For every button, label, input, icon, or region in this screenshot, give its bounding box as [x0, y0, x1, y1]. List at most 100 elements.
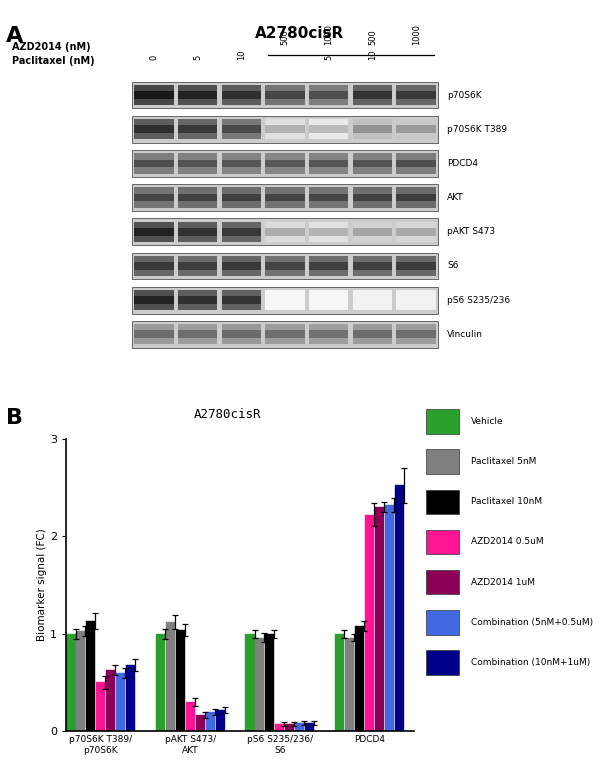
Text: 0: 0 [149, 54, 158, 59]
Bar [426, 570, 459, 594]
Text: p70S6K T389: p70S6K T389 [447, 125, 507, 134]
Bar [178, 255, 217, 276]
Bar [132, 184, 438, 211]
Text: PDCD4: PDCD4 [447, 159, 478, 168]
Bar [353, 194, 392, 201]
Bar [132, 252, 438, 280]
Text: 1000: 1000 [324, 24, 333, 45]
Text: AZD2014 (nM): AZD2014 (nM) [12, 42, 91, 52]
Bar [309, 91, 349, 99]
Bar [309, 119, 349, 139]
Bar [178, 119, 217, 139]
Bar [134, 91, 173, 99]
Bar [397, 228, 436, 236]
Bar [353, 324, 392, 344]
Bar [309, 324, 349, 344]
Bar [178, 160, 217, 167]
Bar [309, 154, 349, 173]
Text: Vinculin: Vinculin [447, 330, 483, 339]
Text: Combination (10nM+1uM): Combination (10nM+1uM) [471, 658, 590, 667]
Bar [265, 125, 305, 133]
Bar [397, 255, 436, 276]
Bar [309, 125, 349, 133]
Bar [221, 324, 261, 344]
Bar [221, 296, 261, 304]
Bar [221, 85, 261, 105]
Bar [132, 150, 438, 177]
Bar [265, 324, 305, 344]
Bar [178, 188, 217, 207]
Bar [353, 91, 392, 99]
Bar [353, 228, 392, 236]
Bar [178, 85, 217, 105]
Bar [178, 296, 217, 304]
Bar [353, 160, 392, 167]
Bar [353, 331, 392, 338]
Text: 5: 5 [193, 54, 202, 59]
Bar [309, 188, 349, 207]
Text: 5: 5 [324, 54, 333, 59]
Bar [221, 194, 261, 201]
Bar [265, 222, 305, 242]
Bar [134, 85, 173, 105]
Bar [353, 255, 392, 276]
Text: AKT: AKT [447, 193, 464, 202]
Text: pS6 S235/236: pS6 S235/236 [447, 296, 510, 305]
Bar [397, 194, 436, 201]
Bar [353, 119, 392, 139]
Bar [265, 290, 305, 310]
Bar [134, 194, 173, 201]
Bar [134, 296, 173, 304]
Text: pAKT S473: pAKT S473 [447, 227, 495, 236]
Bar [353, 85, 392, 105]
Bar [132, 218, 438, 245]
Bar [221, 255, 261, 276]
Bar [353, 222, 392, 242]
Bar [426, 530, 459, 554]
Bar [221, 331, 261, 338]
Bar [397, 154, 436, 173]
Bar [309, 290, 349, 310]
Bar [309, 255, 349, 276]
Bar [397, 324, 436, 344]
Bar [178, 324, 217, 344]
Text: Paclitaxel (nM): Paclitaxel (nM) [12, 56, 95, 66]
Bar [134, 119, 173, 139]
Bar [397, 125, 436, 133]
Bar [221, 228, 261, 236]
Bar [221, 91, 261, 99]
Bar [178, 228, 217, 236]
Bar [221, 119, 261, 139]
Bar [265, 262, 305, 270]
Bar [134, 188, 173, 207]
Bar [265, 119, 305, 139]
Bar [426, 449, 459, 474]
Bar [309, 228, 349, 236]
Bar [134, 154, 173, 173]
Text: 10: 10 [368, 49, 377, 59]
Bar [265, 91, 305, 99]
Text: 1000: 1000 [412, 24, 421, 45]
Bar [134, 331, 173, 338]
Bar [132, 116, 438, 143]
Text: A: A [6, 27, 23, 46]
Bar [178, 194, 217, 201]
Text: p70S6K: p70S6K [447, 90, 482, 100]
Bar [397, 160, 436, 167]
Bar [353, 262, 392, 270]
Bar [221, 262, 261, 270]
Text: Paclitaxel 5nM: Paclitaxel 5nM [471, 458, 536, 466]
Bar [309, 222, 349, 242]
Bar [132, 287, 438, 314]
Bar [221, 154, 261, 173]
Bar [265, 160, 305, 167]
Bar [178, 125, 217, 133]
Bar [178, 154, 217, 173]
Text: A2780cisR: A2780cisR [194, 408, 262, 421]
Bar [426, 651, 459, 675]
Bar [221, 290, 261, 310]
Bar [134, 228, 173, 236]
Bar [397, 119, 436, 139]
Bar [134, 262, 173, 270]
Bar [265, 154, 305, 173]
